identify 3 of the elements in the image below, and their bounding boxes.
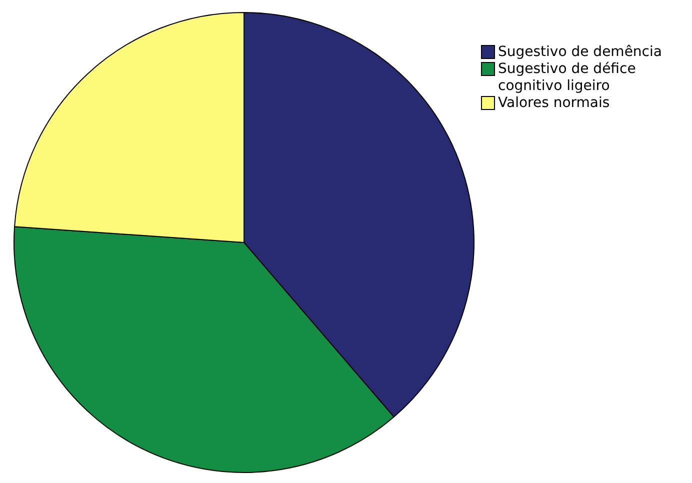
legend-label: Valores normais xyxy=(498,95,610,112)
legend-label: Sugestivo de défice cognitivo ligeiro xyxy=(498,61,637,95)
legend-label: Sugestivo de demência xyxy=(498,44,662,61)
